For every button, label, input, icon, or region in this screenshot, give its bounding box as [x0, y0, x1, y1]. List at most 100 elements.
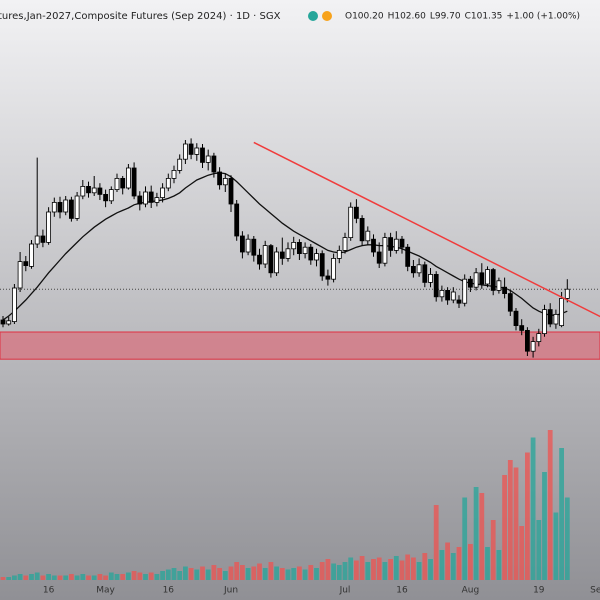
x-tick-label: 16	[396, 586, 408, 596]
x-tick-label: 19	[533, 586, 545, 596]
candle-body	[97, 187, 103, 195]
volume-bar	[365, 562, 371, 580]
volume-bar	[86, 575, 91, 580]
moving-average	[2, 172, 568, 321]
candle-body	[553, 313, 559, 325]
candle-body	[69, 199, 74, 219]
volume-bar	[485, 547, 490, 580]
candle-body	[182, 143, 188, 160]
candle-body	[296, 241, 302, 254]
candle-body	[422, 264, 428, 283]
candle-body	[450, 291, 456, 301]
volume-bar	[69, 574, 74, 580]
volume-bar	[416, 562, 422, 580]
volume-bar	[308, 565, 314, 580]
volume-bar	[57, 575, 63, 580]
header-value: L99.70	[430, 12, 461, 22]
candle-body	[205, 155, 211, 163]
candle-body	[547, 309, 553, 325]
candle-body	[393, 238, 399, 251]
candle-body	[536, 333, 542, 343]
candle-body	[285, 248, 291, 259]
candle-body	[507, 293, 513, 312]
candle-body	[559, 297, 564, 326]
volume-bar	[291, 568, 297, 580]
candle-body	[399, 238, 405, 248]
candle-body	[222, 177, 228, 186]
header-value: O100.20	[345, 12, 384, 22]
candle-body	[490, 269, 496, 291]
candle-body	[234, 203, 240, 237]
candle-body	[433, 273, 439, 298]
volume-bar	[114, 574, 120, 580]
candle-body	[325, 275, 331, 280]
candle-body	[211, 155, 217, 173]
candle-body	[342, 237, 348, 251]
candle-body	[131, 167, 137, 197]
volume-bar	[257, 563, 262, 580]
candle-body	[262, 245, 268, 265]
candle-body	[353, 206, 359, 219]
candle-body	[496, 280, 502, 291]
volume-bar	[285, 569, 291, 580]
candle-body	[29, 243, 34, 267]
candle-body	[0, 319, 6, 325]
candle-body	[274, 251, 280, 274]
candle-body	[291, 241, 297, 250]
candle-body	[200, 147, 205, 163]
volume-bar	[222, 571, 228, 580]
candle-body	[80, 185, 86, 197]
volume-bar	[165, 569, 171, 580]
volume-bar	[251, 566, 257, 580]
volume-bar	[525, 452, 530, 580]
candle-body	[410, 265, 416, 274]
candle-body	[251, 238, 257, 256]
volume-bar	[183, 566, 188, 580]
candle-body	[126, 167, 131, 189]
volume-bar	[297, 566, 302, 580]
candle-body	[479, 272, 485, 285]
support-zone	[0, 331, 600, 360]
volume-bar	[564, 497, 570, 580]
candle-body	[257, 254, 262, 265]
candle-body	[525, 329, 530, 352]
candle-body	[467, 278, 473, 288]
candle-body	[23, 261, 29, 267]
volume-bar	[177, 571, 183, 580]
volume-bar	[34, 572, 40, 580]
volume-bar	[91, 575, 97, 580]
candle-body	[40, 235, 46, 243]
volume-bar	[314, 568, 319, 580]
candle-body	[382, 237, 388, 264]
status-dot	[322, 11, 332, 21]
volume-bar	[211, 565, 217, 580]
volume-bar	[405, 554, 411, 580]
volume-bar	[319, 562, 325, 580]
volume-bar	[268, 562, 274, 580]
candle-body	[34, 235, 40, 245]
candle-body	[114, 177, 120, 190]
volume-bar	[131, 571, 137, 580]
volume-bar	[371, 559, 376, 580]
volume-bar	[530, 437, 536, 580]
volume-bar	[542, 472, 547, 580]
header-value: C101.35	[465, 12, 503, 22]
candle-body	[365, 230, 371, 242]
volume-bar	[519, 526, 525, 580]
candle-body	[177, 158, 183, 171]
candle-body	[160, 187, 166, 198]
candle-body	[473, 272, 479, 288]
candle-body	[331, 257, 337, 280]
candle-body	[188, 143, 194, 155]
volume-bar	[354, 560, 359, 580]
candle-body	[63, 199, 69, 213]
volume-bar	[490, 520, 496, 580]
volume-bar	[433, 505, 439, 580]
volume-bar	[547, 430, 553, 580]
volume-bar	[234, 562, 240, 580]
candle-body	[439, 289, 445, 298]
volume-bar	[205, 569, 211, 580]
candle-body	[6, 320, 12, 325]
x-tick-label: Jul	[339, 586, 351, 596]
candle-body	[416, 264, 422, 274]
